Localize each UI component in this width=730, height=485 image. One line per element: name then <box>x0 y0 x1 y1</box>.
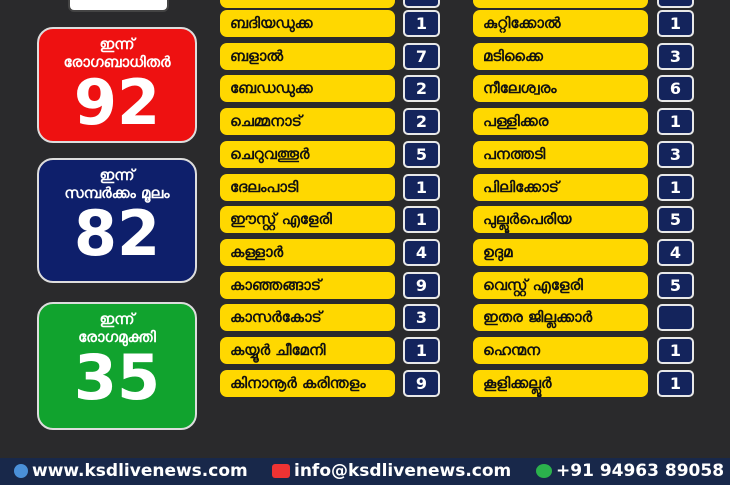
stat-value: 82 <box>73 197 161 270</box>
area-name: ചെറുവത്തൂർ <box>220 140 395 168</box>
stat-label: ഇന്ന് <box>99 35 135 53</box>
area-name: ഇതര ജില്ലക്കാർ <box>473 304 648 332</box>
area-count: 1 <box>657 173 694 201</box>
area-name: കാസർകോട് <box>220 304 395 332</box>
area-count: 2 <box>403 75 440 103</box>
area-count: 3 <box>403 304 440 332</box>
area-name: ഈസ്റ്റ് എളേരി <box>220 206 395 234</box>
cut-row <box>657 0 694 8</box>
area-name: ഹെന്മന <box>473 337 648 364</box>
area-name: നീലേശ്വരം <box>473 75 648 103</box>
stat-label: രോഗമുക്തി <box>78 328 156 346</box>
area-count: 4 <box>657 238 694 266</box>
area-name: പനത്തടി <box>473 140 648 168</box>
area-name: ചെമ്മനാട് <box>220 108 395 136</box>
stat-label: രോഗബാധിതർ <box>63 53 171 71</box>
area-name: ഉദുമ <box>473 238 648 266</box>
area-count: 2 <box>403 108 440 136</box>
stat-box: ഇന്ന് രോഗബാധിതർ 92 <box>37 27 197 143</box>
stat-box: ഇന്ന് രോഗമുക്തി 35 <box>37 302 197 430</box>
area-count: 1 <box>403 206 440 234</box>
area-name: പിലിക്കോട് <box>473 173 648 201</box>
website: www.ksdlivenews.com <box>32 461 248 481</box>
stat-box: ഇന്ന് സമ്പർക്കം മൂലം 82 <box>37 158 197 283</box>
area-count: 5 <box>403 140 440 168</box>
top-tab <box>68 0 169 12</box>
area-name: കാഞ്ഞങ്ങാട് <box>220 271 395 299</box>
area-count: 9 <box>403 369 440 397</box>
footer: www.ksdlivenews.com info@ksdlivenews.com… <box>0 458 730 485</box>
area-count: 3 <box>657 42 694 70</box>
area-count: 5 <box>657 271 694 299</box>
globe-icon <box>14 464 28 478</box>
cut-row <box>473 0 648 8</box>
area-name: കള്ളാർ <box>220 238 395 266</box>
area-count <box>657 304 694 332</box>
stat-value: 92 <box>73 66 161 139</box>
footer-web: www.ksdlivenews.com <box>14 458 248 485</box>
area-name: ബദിയഡുക്ക <box>220 10 395 37</box>
email: info@ksdlivenews.com <box>294 461 512 481</box>
area-name: മടിക്കൈ <box>473 42 648 70</box>
area-count: 1 <box>657 369 694 397</box>
area-count: 7 <box>403 42 440 70</box>
cut-row <box>220 0 395 8</box>
area-name: ബളാൽ <box>220 42 395 70</box>
area-count: 5 <box>657 206 694 234</box>
area-name: പള്ളിക്കര <box>473 108 648 136</box>
area-count: 1 <box>657 108 694 136</box>
mail-icon <box>272 464 290 478</box>
area-name: കുറ്റിക്കോൽ <box>473 10 648 37</box>
area-count: 1 <box>403 337 440 364</box>
area-count: 6 <box>657 75 694 103</box>
area-count: 1 <box>403 10 440 37</box>
area-count: 1 <box>403 173 440 201</box>
area-count: 9 <box>403 271 440 299</box>
area-name: കയ്യൂർ ചീമേനി <box>220 337 395 364</box>
area-name: കൂളിക്കല്ലൂർ <box>473 369 648 397</box>
area-count: 1 <box>657 337 694 364</box>
area-name: ബേഡഡുക്ക <box>220 75 395 103</box>
stat-label: ഇന്ന് <box>99 310 135 328</box>
area-count: 3 <box>657 140 694 168</box>
stat-label: ഇന്ന് <box>99 166 135 184</box>
phone-icon <box>536 464 552 478</box>
footer-phone: +91 94963 89058 <box>536 458 724 485</box>
area-name: കിനാനൂർ കരിന്തളം <box>220 369 395 397</box>
phone: +91 94963 89058 <box>556 461 725 481</box>
area-count: 4 <box>403 238 440 266</box>
area-name: പുല്ലൂർപെരിയ <box>473 206 648 234</box>
area-count: 1 <box>657 10 694 37</box>
stat-value: 35 <box>73 341 161 414</box>
area-name: ദേലംപാടി <box>220 173 395 201</box>
cut-row <box>403 0 440 8</box>
area-name: വെസ്റ്റ് എളേരി <box>473 271 648 299</box>
footer-mail: info@ksdlivenews.com <box>272 458 511 485</box>
stat-label: സമ്പർക്കം മൂലം <box>64 184 170 202</box>
